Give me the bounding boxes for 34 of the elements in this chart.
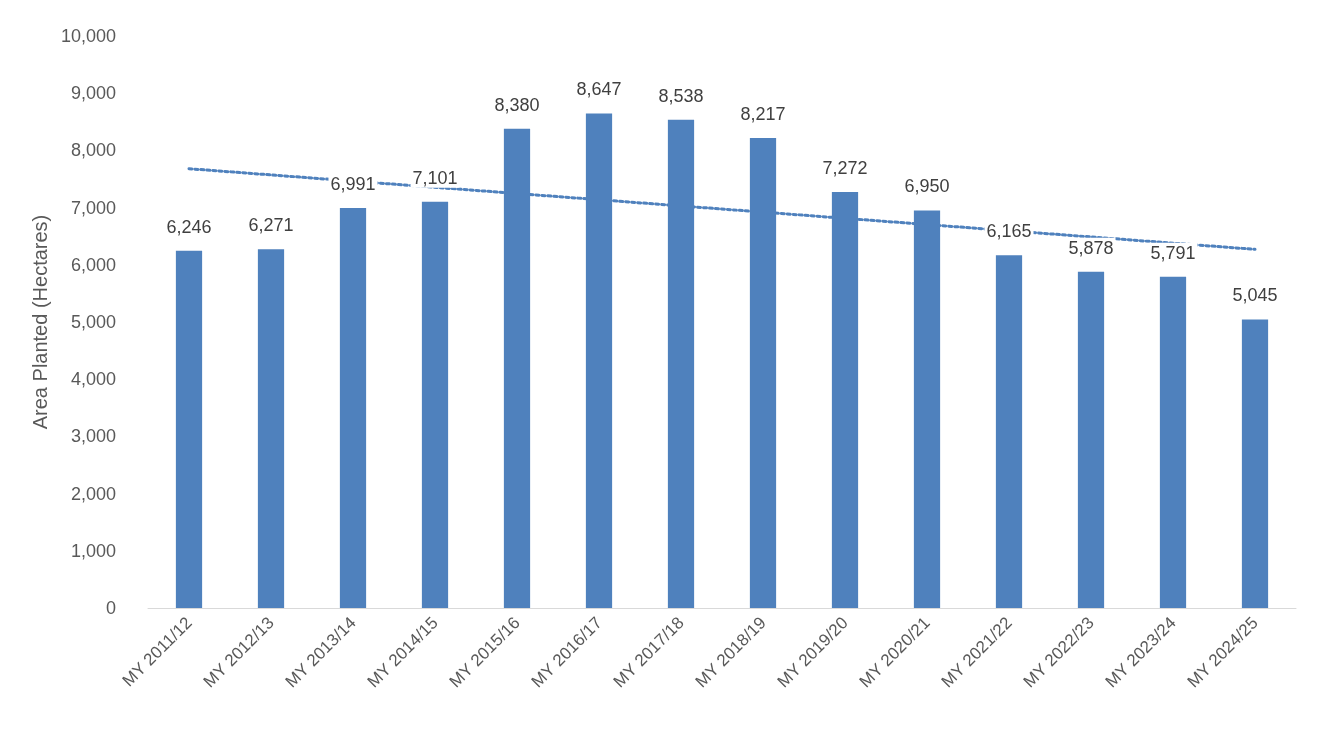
- y-tick-label: 4,000: [70, 369, 116, 390]
- data-label: 7,272: [822, 158, 868, 179]
- y-tick-label: 9,000: [70, 83, 116, 104]
- data-label: 7,101: [412, 167, 458, 188]
- bar: [421, 201, 449, 608]
- y-tick-label: 2,000: [70, 483, 116, 504]
- data-label: 5,045: [1232, 285, 1278, 306]
- y-tick-label: 5,000: [70, 312, 116, 332]
- data-label: 8,647: [576, 79, 622, 100]
- data-label: 5,878: [1068, 237, 1114, 258]
- data-label: 5,791: [1150, 242, 1196, 263]
- data-label: 6,950: [904, 176, 950, 197]
- y-axis-title: Area Planted (Hectares): [29, 214, 52, 430]
- data-label: 8,380: [494, 94, 540, 115]
- data-label: 6,271: [248, 215, 294, 236]
- y-tick-label: 0: [105, 598, 116, 618]
- bar: [995, 255, 1023, 608]
- bar: [175, 250, 203, 608]
- y-tick-label: 1,000: [70, 540, 116, 561]
- data-label: 8,538: [658, 85, 704, 106]
- data-label: 6,246: [166, 216, 212, 237]
- data-label: 6,991: [330, 174, 376, 195]
- y-tick-label: 7,000: [70, 197, 116, 218]
- bar: [1077, 271, 1105, 608]
- bar: [257, 249, 285, 608]
- y-tick-label: 6,000: [70, 254, 116, 275]
- data-label: 8,217: [740, 103, 786, 124]
- bar: [1159, 276, 1187, 608]
- y-tick-label: 10,000: [60, 26, 116, 46]
- y-tick-label: 3,000: [70, 426, 116, 447]
- bar: [339, 208, 367, 608]
- bar: [1241, 319, 1269, 608]
- data-label: 6,165: [986, 221, 1032, 242]
- y-tick-label: 8,000: [70, 140, 116, 161]
